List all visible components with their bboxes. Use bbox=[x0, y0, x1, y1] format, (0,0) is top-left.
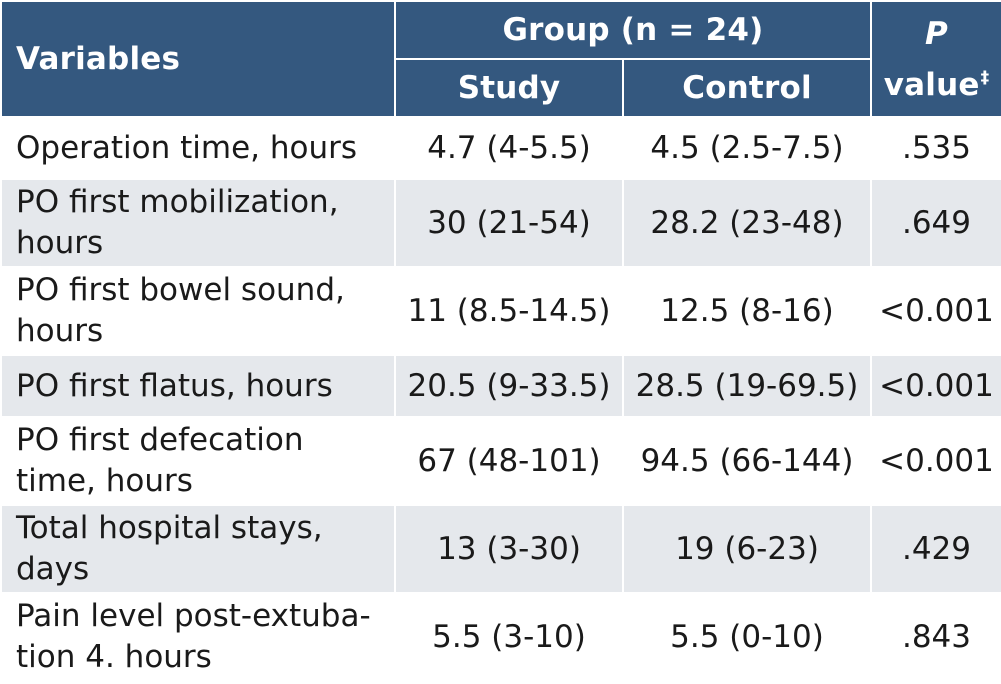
study-cell: 30 (21-54) bbox=[394, 178, 624, 268]
variable-cell: PO first defecation time, hours bbox=[0, 416, 396, 506]
table-body: Operation time, hours 4.7 (4-5.5) 4.5 (2… bbox=[0, 116, 1001, 682]
table-row: PO first mobilization, hours 30 (21-54) … bbox=[0, 178, 1001, 268]
p-value-cell: .535 bbox=[870, 116, 1001, 180]
p-value-cell: .429 bbox=[870, 504, 1001, 594]
control-cell: 12.5 (8-16) bbox=[622, 266, 872, 356]
p-value-header-text: value bbox=[883, 66, 980, 103]
variable-cell: PO first flatus, hours bbox=[0, 354, 396, 418]
study-header: Study bbox=[394, 58, 624, 118]
study-cell: 4.7 (4-5.5) bbox=[394, 116, 624, 180]
control-cell: 28.2 (23-48) bbox=[622, 178, 872, 268]
control-cell: 4.5 (2.5-7.5) bbox=[622, 116, 872, 180]
control-cell: 28.5 (19-69.5) bbox=[622, 354, 872, 418]
study-cell: 20.5 (9-33.5) bbox=[394, 354, 624, 418]
table-row: Pain level post-extuba-tion 4. hours 5.5… bbox=[0, 592, 1001, 682]
variable-cell: Operation time, hours bbox=[0, 116, 396, 180]
p-value-header-italic: P bbox=[925, 15, 948, 52]
p-value-cell: .843 bbox=[870, 592, 1001, 682]
control-header: Control bbox=[622, 58, 872, 118]
study-cell: 67 (48-101) bbox=[394, 416, 624, 506]
table-row: PO first flatus, hours 20.5 (9-33.5) 28.… bbox=[0, 354, 1001, 418]
table-row: PO first defecation time, hours 67 (48-1… bbox=[0, 416, 1001, 506]
p-value-cell: .649 bbox=[870, 178, 1001, 268]
table-row: Total hospital stays, days 13 (3-30) 19 … bbox=[0, 504, 1001, 594]
table-row: PO first bowel sound, hours 11 (8.5-14.5… bbox=[0, 266, 1001, 356]
variable-cell: Pain level post-extuba-tion 4. hours bbox=[0, 592, 396, 682]
variable-cell: PO first mobilization, hours bbox=[0, 178, 396, 268]
study-cell: 5.5 (3-10) bbox=[394, 592, 624, 682]
table-row: Operation time, hours 4.7 (4-5.5) 4.5 (2… bbox=[0, 116, 1001, 180]
study-cell: 11 (8.5-14.5) bbox=[394, 266, 624, 356]
p-value-footnote-mark: ‡ bbox=[980, 67, 990, 88]
control-cell: 19 (6-23) bbox=[622, 504, 872, 594]
study-cell: 13 (3-30) bbox=[394, 504, 624, 594]
variable-cell: Total hospital stays, days bbox=[0, 504, 396, 594]
control-cell: 5.5 (0-10) bbox=[622, 592, 872, 682]
group-header: Group (n = 24) bbox=[394, 0, 872, 60]
p-value-cell: <0.001 bbox=[870, 416, 1001, 506]
p-value-cell: <0.001 bbox=[870, 354, 1001, 418]
p-value-cell: <0.001 bbox=[870, 266, 1001, 356]
variable-cell: PO first bowel sound, hours bbox=[0, 266, 396, 356]
variables-header: Variables bbox=[0, 0, 396, 118]
control-cell: 94.5 (66-144) bbox=[622, 416, 872, 506]
